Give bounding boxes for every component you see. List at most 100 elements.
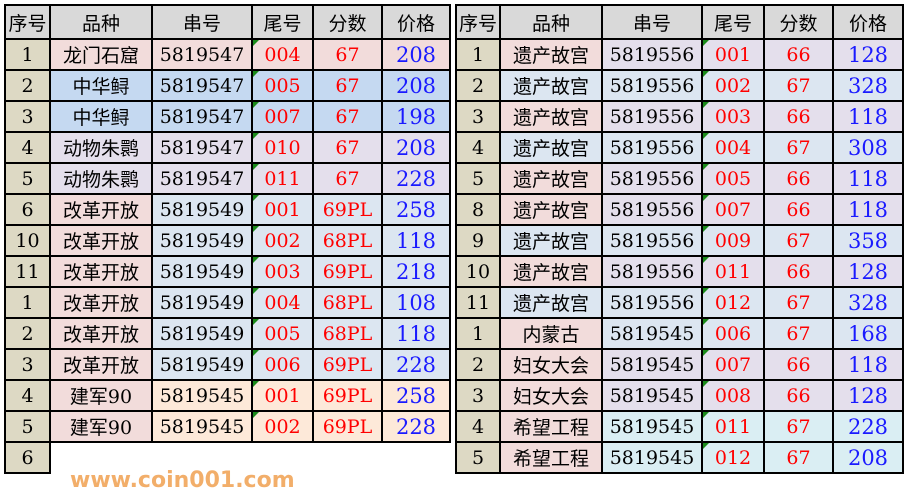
price-cell[interactable]: 168 xyxy=(832,317,904,350)
tail-cell[interactable]: 005 xyxy=(251,69,314,102)
score-cell[interactable]: 69PL xyxy=(312,348,383,381)
price-cell[interactable]: 208 xyxy=(381,69,451,102)
name-cell[interactable] xyxy=(50,442,152,473)
seq-cell[interactable]: 10 xyxy=(4,224,51,257)
price-cell[interactable] xyxy=(382,442,450,473)
serial-cell[interactable]: 5819556 xyxy=(601,162,703,195)
tail-cell[interactable]: 004 xyxy=(251,38,314,71)
score-cell[interactable]: 66 xyxy=(763,193,834,226)
seq-cell[interactable]: 6 xyxy=(4,193,51,226)
score-cell[interactable]: 67 xyxy=(312,162,383,195)
name-cell[interactable]: 改革开放 xyxy=(49,348,153,381)
tail-cell[interactable]: 005 xyxy=(701,162,765,195)
serial-cell[interactable]: 5819556 xyxy=(601,131,703,164)
price-cell[interactable]: 208 xyxy=(832,441,904,474)
price-cell[interactable]: 128 xyxy=(832,379,904,412)
tail-cell[interactable]: 007 xyxy=(701,193,765,226)
price-cell[interactable]: 258 xyxy=(381,193,451,226)
price-cell[interactable]: 118 xyxy=(832,193,904,226)
seq-cell[interactable]: 3 xyxy=(455,379,501,412)
seq-cell[interactable]: 1 xyxy=(4,38,51,71)
tail-cell[interactable]: 007 xyxy=(701,348,765,381)
price-cell[interactable]: 228 xyxy=(832,410,904,443)
score-cell[interactable]: 67 xyxy=(763,441,834,474)
tail-cell[interactable]: 004 xyxy=(701,131,765,164)
score-cell[interactable]: 66 xyxy=(763,162,834,195)
name-cell[interactable]: 改革开放 xyxy=(49,224,153,257)
tail-cell[interactable]: 004 xyxy=(251,286,314,319)
score-cell[interactable]: 67 xyxy=(763,317,834,350)
score-cell[interactable]: 69PL xyxy=(312,193,383,226)
price-cell[interactable]: 328 xyxy=(832,69,904,102)
tail-cell[interactable] xyxy=(252,442,313,473)
score-cell[interactable]: 68PL xyxy=(312,286,383,319)
name-cell[interactable]: 改革开放 xyxy=(49,255,153,288)
serial-cell[interactable]: 5819545 xyxy=(601,317,703,350)
name-cell[interactable]: 希望工程 xyxy=(499,441,603,474)
score-cell[interactable]: 67 xyxy=(763,286,834,319)
seq-cell[interactable]: 2 xyxy=(455,348,501,381)
price-cell[interactable]: 308 xyxy=(832,131,904,164)
seq-cell[interactable]: 2 xyxy=(4,317,51,350)
price-cell[interactable]: 228 xyxy=(381,410,451,443)
name-cell[interactable]: 龙门石窟 xyxy=(49,38,153,71)
seq-cell[interactable]: 3 xyxy=(4,100,51,133)
name-cell[interactable]: 妇女大会 xyxy=(499,379,603,412)
price-cell[interactable]: 118 xyxy=(832,348,904,381)
serial-cell[interactable]: 5819556 xyxy=(601,193,703,226)
tail-cell[interactable]: 012 xyxy=(701,286,765,319)
tail-cell[interactable]: 005 xyxy=(251,317,314,350)
price-cell[interactable]: 208 xyxy=(381,131,451,164)
serial-cell[interactable]: 5819545 xyxy=(601,348,703,381)
price-cell[interactable]: 118 xyxy=(381,317,451,350)
serial-cell[interactable]: 5819547 xyxy=(151,38,253,71)
seq-cell[interactable]: 4 xyxy=(4,379,51,412)
name-cell[interactable]: 内蒙古 xyxy=(499,317,603,350)
price-cell[interactable]: 118 xyxy=(832,100,904,133)
score-cell[interactable]: 67 xyxy=(763,410,834,443)
price-cell[interactable]: 128 xyxy=(832,38,904,71)
score-cell[interactable]: 69PL xyxy=(312,410,383,443)
seq-cell[interactable]: 11 xyxy=(455,286,501,319)
seq-cell[interactable]: 3 xyxy=(455,100,501,133)
name-cell[interactable]: 建军90 xyxy=(49,379,153,412)
price-cell[interactable]: 328 xyxy=(832,286,904,319)
name-cell[interactable]: 中华鲟 xyxy=(49,69,153,102)
seq-cell[interactable]: 5 xyxy=(455,441,501,474)
name-cell[interactable]: 遗产故宫 xyxy=(499,162,603,195)
tail-cell[interactable]: 002 xyxy=(251,224,314,257)
price-cell[interactable]: 108 xyxy=(381,286,451,319)
serial-cell[interactable]: 5819545 xyxy=(601,410,703,443)
tail-cell[interactable]: 003 xyxy=(701,100,765,133)
tail-cell[interactable]: 010 xyxy=(251,131,314,164)
name-cell[interactable]: 遗产故宫 xyxy=(499,193,603,226)
name-cell[interactable]: 遗产故宫 xyxy=(499,69,603,102)
price-cell[interactable]: 128 xyxy=(832,255,904,288)
seq-cell[interactable]: 4 xyxy=(455,131,501,164)
seq-cell[interactable]: 10 xyxy=(455,255,501,288)
seq-cell[interactable]: 1 xyxy=(455,317,501,350)
tail-cell[interactable]: 009 xyxy=(701,224,765,257)
score-cell[interactable]: 67 xyxy=(312,100,383,133)
seq-cell[interactable]: 5 xyxy=(455,162,501,195)
name-cell[interactable]: 遗产故宫 xyxy=(499,131,603,164)
seq-cell[interactable]: 9 xyxy=(455,224,501,257)
score-cell[interactable]: 67 xyxy=(312,131,383,164)
score-cell[interactable]: 66 xyxy=(763,379,834,412)
serial-cell[interactable]: 5819549 xyxy=(151,317,253,350)
serial-cell[interactable]: 5819547 xyxy=(151,100,253,133)
name-cell[interactable]: 遗产故宫 xyxy=(499,100,603,133)
seq-cell[interactable]: 6 xyxy=(4,441,51,474)
score-cell[interactable]: 67 xyxy=(312,38,383,71)
price-cell[interactable]: 218 xyxy=(381,255,451,288)
tail-cell[interactable]: 006 xyxy=(251,348,314,381)
score-cell[interactable] xyxy=(313,442,382,473)
serial-cell[interactable]: 5819556 xyxy=(601,286,703,319)
price-cell[interactable]: 358 xyxy=(832,224,904,257)
seq-cell[interactable]: 11 xyxy=(4,255,51,288)
tail-cell[interactable]: 011 xyxy=(701,410,765,443)
tail-cell[interactable]: 006 xyxy=(701,317,765,350)
serial-cell[interactable]: 5819549 xyxy=(151,255,253,288)
score-cell[interactable]: 68PL xyxy=(312,224,383,257)
tail-cell[interactable]: 003 xyxy=(251,255,314,288)
